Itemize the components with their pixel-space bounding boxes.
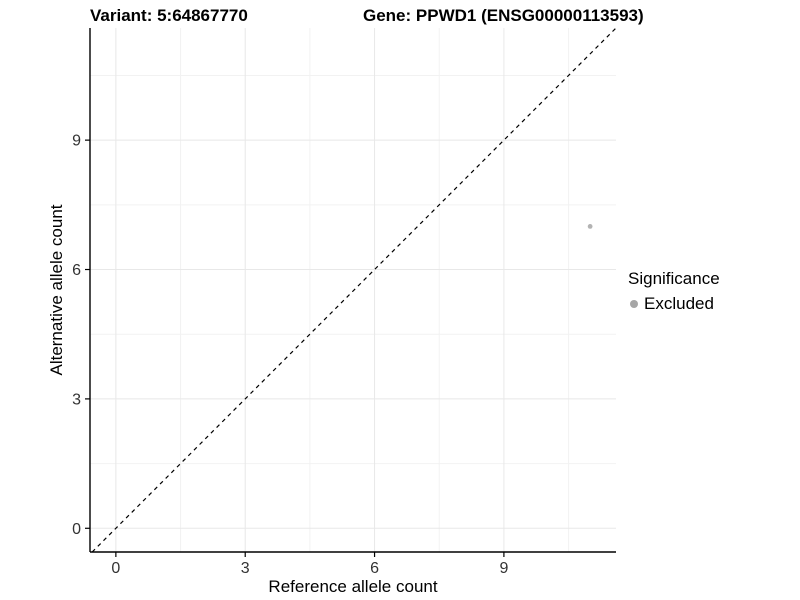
legend-title: Significance [628,269,720,288]
x-tick-label: 6 [370,560,379,577]
x-tick-label: 9 [499,560,508,577]
identity-line [91,27,617,553]
legend-key-dot [630,300,638,308]
y-tick-label: 3 [72,391,81,408]
y-axis-title: Alternative allele count [47,204,66,376]
legend: Significance Excluded [628,269,720,314]
legend-item-excluded: Excluded [630,294,720,314]
x-axis-title: Reference allele count [268,577,438,596]
y-tick-label: 6 [72,262,81,279]
y-tick-label: 0 [72,521,81,538]
plot-title-gene: Gene: PPWD1 (ENSG00000113593) [363,6,644,25]
data-point [587,223,593,229]
y-tick-label: 9 [72,133,81,150]
legend-item-label: Excluded [644,294,714,313]
x-tick-label: 3 [241,560,250,577]
plot-title-variant: Variant: 5:64867770 [90,6,248,25]
x-tick-label: 0 [111,560,120,577]
